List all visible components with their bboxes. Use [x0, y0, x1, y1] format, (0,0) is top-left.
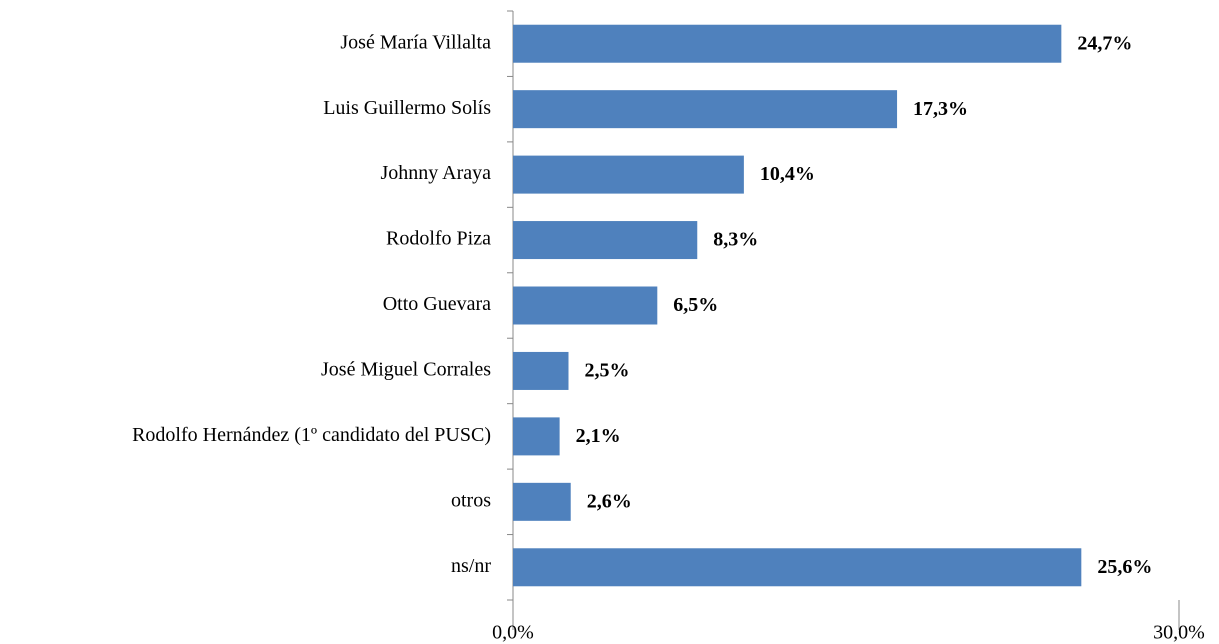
data-label: 2,5% [585, 360, 630, 382]
bar [513, 482, 571, 521]
y-tick-label: Rodolfo Piza [386, 228, 491, 250]
bar [513, 286, 658, 325]
x-tick-label: 0,0% [492, 622, 534, 644]
x-tick-label: 30,0% [1153, 622, 1205, 644]
bar [513, 417, 560, 456]
bar [513, 221, 698, 260]
data-label: 10,4% [760, 163, 815, 185]
y-tick-label: Rodolfo Hernández (1º candidato del PUSC… [132, 424, 491, 446]
data-label: 8,3% [713, 229, 758, 251]
data-label: 17,3% [913, 98, 968, 120]
y-tick-label: Johnny Araya [380, 162, 491, 184]
y-tick-label: Luis Guillermo Solís [323, 97, 491, 119]
data-label: 6,5% [673, 294, 718, 316]
data-label: 24,7% [1077, 32, 1132, 54]
bar [513, 548, 1082, 587]
bar [513, 90, 898, 129]
y-tick-label: José Miguel Corrales [321, 359, 491, 381]
data-label: 2,1% [576, 425, 621, 447]
bar [513, 351, 569, 390]
y-tick-label: José María Villalta [340, 31, 491, 53]
bar [513, 24, 1062, 63]
y-tick-label: ns/nr [451, 555, 491, 577]
bar [513, 155, 744, 194]
data-label: 2,6% [587, 490, 632, 512]
data-label: 25,6% [1097, 556, 1152, 578]
y-tick-label: Otto Guevara [383, 293, 491, 315]
y-tick-label: otros [451, 489, 491, 511]
